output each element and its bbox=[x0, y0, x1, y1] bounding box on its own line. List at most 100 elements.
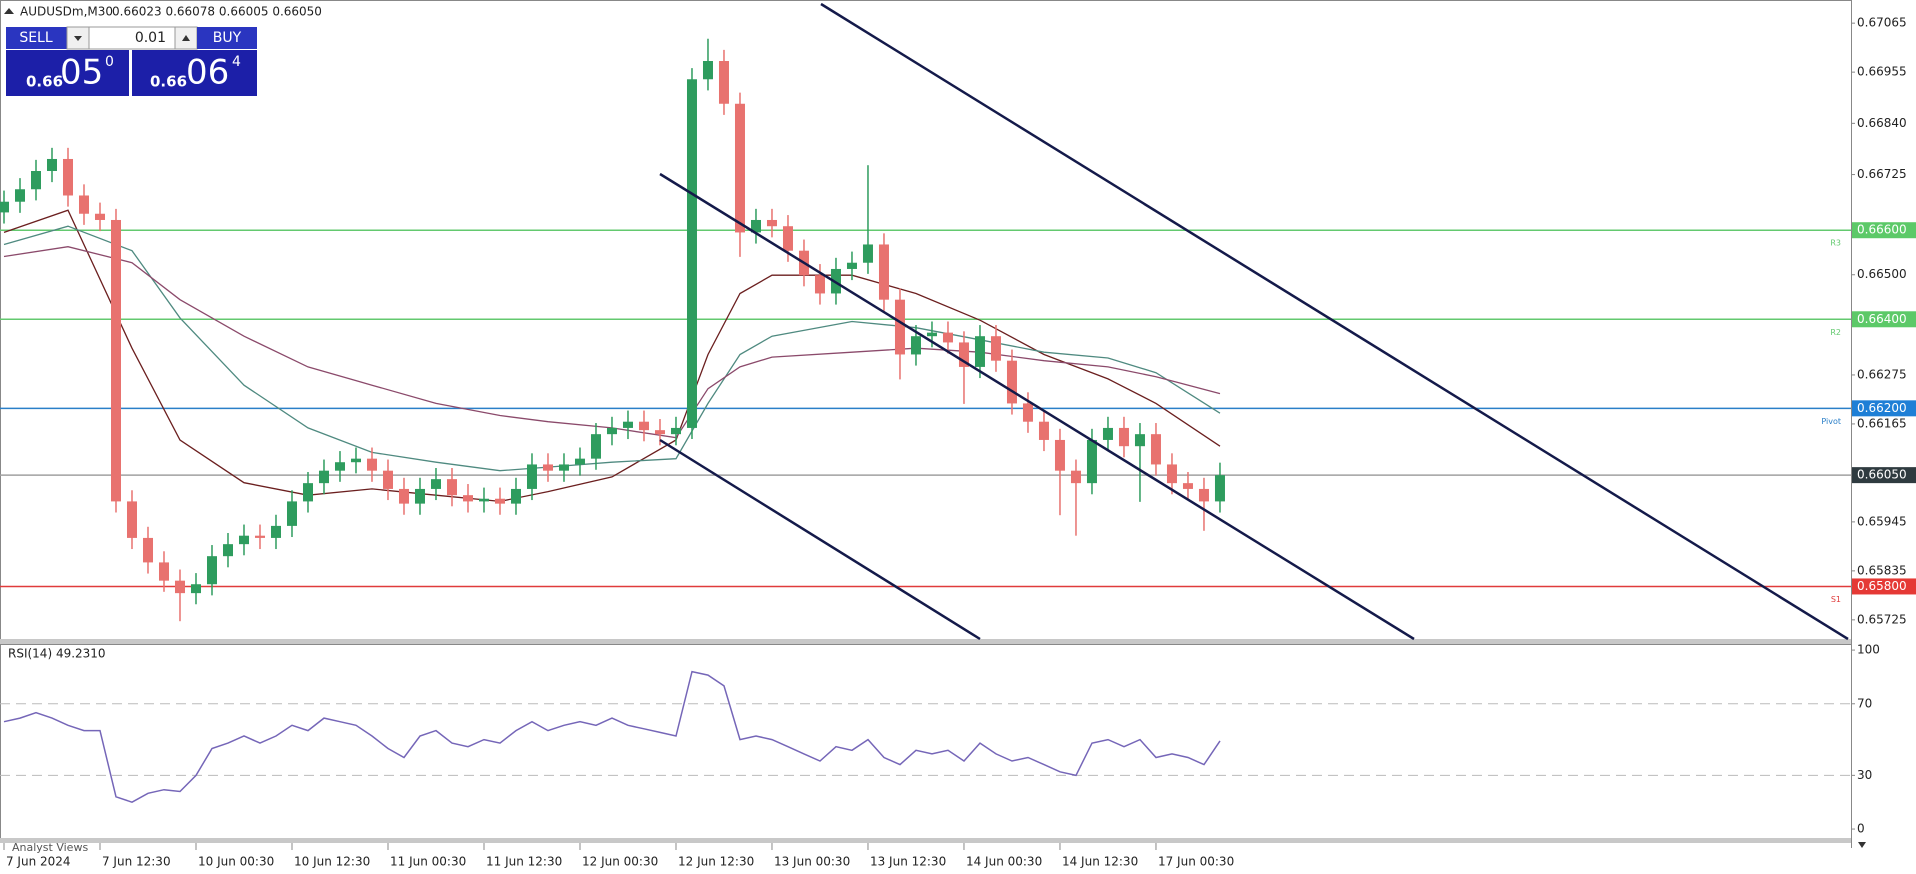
price-tag bbox=[1852, 578, 1916, 595]
candle-body bbox=[78, 195, 89, 214]
candle-body bbox=[878, 244, 889, 300]
y-tick-label: 30 bbox=[1857, 768, 1872, 782]
candle-body bbox=[142, 537, 153, 563]
price-tag-label: 0.66400 bbox=[1857, 312, 1907, 326]
candle-body bbox=[0, 201, 9, 213]
y-tick-label: 70 bbox=[1857, 696, 1872, 710]
candle-body bbox=[670, 427, 681, 435]
candle-body bbox=[30, 170, 41, 190]
x-tick-label: 7 Jun 2024 bbox=[6, 855, 71, 869]
buy-label: BUY bbox=[213, 30, 242, 46]
x-tick-label: 11 Jun 12:30 bbox=[486, 855, 562, 869]
ask-big: 0.66 bbox=[150, 73, 187, 91]
collapse-icon[interactable] bbox=[4, 8, 14, 14]
trend-line bbox=[659, 438, 981, 641]
candle-body bbox=[430, 479, 441, 489]
price-tag-label: 0.66200 bbox=[1857, 401, 1907, 415]
candle-body bbox=[622, 421, 633, 428]
candle-body bbox=[446, 479, 457, 496]
y-tick-label: 0.66165 bbox=[1857, 416, 1907, 430]
candle-body bbox=[302, 483, 313, 502]
y-tick-label: 0.66275 bbox=[1857, 367, 1907, 381]
bid-point: 0 bbox=[105, 54, 114, 70]
candle-body bbox=[958, 342, 969, 367]
candle-body bbox=[574, 458, 585, 465]
candle-body bbox=[126, 501, 137, 538]
candle-body bbox=[638, 421, 649, 431]
pane-arrow[interactable] bbox=[1858, 842, 1866, 848]
ask-box[interactable] bbox=[132, 50, 257, 96]
x-tick-label: 14 Jun 12:30 bbox=[1062, 855, 1138, 869]
candle-body bbox=[270, 525, 281, 538]
candle-body bbox=[286, 501, 297, 526]
x-tick-label: 17 Jun 00:30 bbox=[1158, 855, 1234, 869]
candle-body bbox=[382, 470, 393, 489]
candle-body bbox=[1038, 421, 1049, 440]
level-name: R2 bbox=[1830, 328, 1841, 337]
x-tick-label: 10 Jun 12:30 bbox=[294, 855, 370, 869]
x-tick-label: 13 Jun 00:30 bbox=[774, 855, 850, 869]
candle-body bbox=[766, 219, 777, 227]
y-tick-label: 0.66955 bbox=[1857, 65, 1907, 79]
x-tick-label: 13 Jun 12:30 bbox=[870, 855, 946, 869]
candle-body bbox=[222, 544, 233, 557]
candle-body bbox=[510, 488, 521, 504]
candle-body bbox=[366, 458, 377, 471]
price-tag bbox=[1852, 311, 1916, 328]
candle-body bbox=[926, 332, 937, 337]
bid-digits: 05 bbox=[60, 53, 103, 93]
candle-body bbox=[254, 535, 265, 538]
bid-box[interactable] bbox=[6, 50, 129, 96]
y-tick-label: 0.66840 bbox=[1857, 116, 1907, 130]
candle-body bbox=[1102, 427, 1113, 440]
candle-body bbox=[62, 158, 73, 196]
candle-body bbox=[46, 158, 57, 171]
candle-body bbox=[894, 299, 905, 355]
sell-label: SELL bbox=[19, 30, 53, 46]
candle-body bbox=[734, 103, 745, 233]
x-tick-label: 12 Jun 00:30 bbox=[582, 855, 658, 869]
x-tick-label: 10 Jun 00:30 bbox=[198, 855, 274, 869]
candle-body bbox=[686, 79, 697, 428]
candle-body bbox=[910, 336, 921, 355]
candle-body bbox=[414, 488, 425, 504]
pane-separator bbox=[0, 639, 1852, 644]
lot-value: 0.01 bbox=[135, 30, 166, 46]
candle-body bbox=[494, 498, 505, 504]
candle-body bbox=[318, 470, 329, 484]
sell-button[interactable] bbox=[6, 27, 67, 49]
y-tick-label: 0 bbox=[1857, 822, 1865, 836]
candle-body bbox=[174, 580, 185, 594]
x-tick-label: 12 Jun 12:30 bbox=[678, 855, 754, 869]
trend-line bbox=[820, 2, 1849, 641]
candle-body bbox=[542, 464, 553, 471]
candle-body bbox=[206, 556, 217, 585]
buy-button[interactable] bbox=[197, 27, 257, 49]
y-tick-label: 0.65945 bbox=[1857, 514, 1907, 528]
candle-body bbox=[1214, 475, 1225, 502]
candle-body bbox=[94, 213, 105, 220]
marks bbox=[0, 22, 1855, 850]
bid-big: 0.66 bbox=[26, 73, 63, 91]
candle-body bbox=[990, 336, 1001, 361]
y-tick-label: 0.67065 bbox=[1857, 16, 1907, 30]
candle-body bbox=[1070, 470, 1081, 484]
labels: 0.67065 0.66955 0.66840 0.66725 0.66500 0.662… bbox=[6, 16, 1916, 869]
x-tick-label: 14 Jun 00:30 bbox=[966, 855, 1042, 869]
candle-body bbox=[398, 488, 409, 504]
moving-average bbox=[3, 225, 1221, 472]
candle-body bbox=[942, 332, 953, 343]
price-tag bbox=[1852, 467, 1916, 484]
candle-body bbox=[1118, 427, 1129, 447]
candle-body bbox=[1198, 488, 1209, 502]
level-name: S1 bbox=[1831, 595, 1841, 604]
price-tag bbox=[1852, 400, 1916, 417]
candle-body bbox=[1150, 434, 1161, 465]
y-tick-label: 100 bbox=[1857, 643, 1880, 657]
x-tick-label: 11 Jun 00:30 bbox=[390, 855, 466, 869]
analyst-views-tab[interactable]: Analyst Views bbox=[12, 841, 88, 854]
candle-body bbox=[702, 61, 713, 80]
